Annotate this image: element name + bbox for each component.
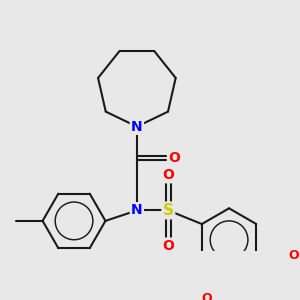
- Text: N: N: [131, 203, 143, 218]
- Text: S: S: [163, 203, 174, 218]
- Text: N: N: [131, 120, 143, 134]
- Text: O: O: [162, 239, 174, 253]
- Text: O: O: [162, 168, 174, 182]
- Text: O: O: [202, 292, 212, 300]
- Text: O: O: [169, 151, 181, 165]
- Text: O: O: [289, 249, 299, 262]
